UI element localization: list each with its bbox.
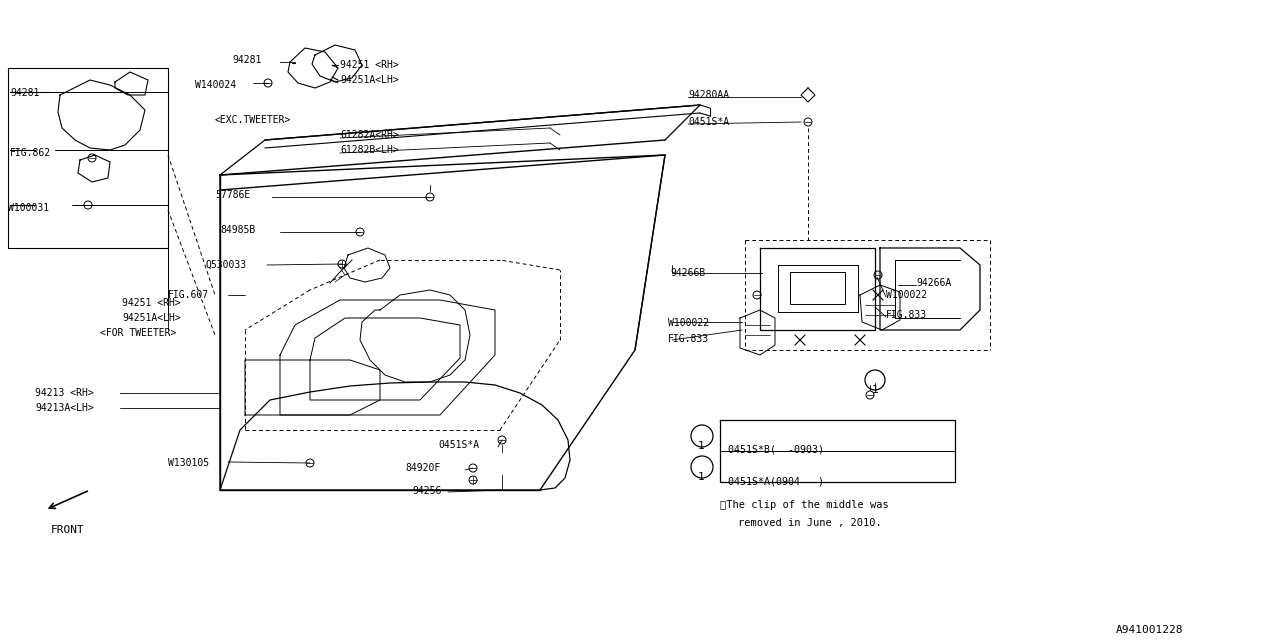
Text: 1: 1 — [698, 472, 705, 482]
Text: W130105: W130105 — [168, 458, 209, 468]
Text: 1: 1 — [872, 385, 879, 395]
Text: 0451S*A: 0451S*A — [689, 117, 730, 127]
Text: Q530033: Q530033 — [205, 260, 246, 270]
Text: 94256: 94256 — [412, 486, 442, 496]
Text: 94266A: 94266A — [916, 278, 951, 288]
Text: W100022: W100022 — [668, 318, 709, 328]
Text: FIG.607: FIG.607 — [168, 290, 209, 300]
Text: 57786E: 57786E — [215, 190, 251, 200]
Text: 94251A<LH>: 94251A<LH> — [340, 75, 399, 85]
Text: 94251A<LH>: 94251A<LH> — [122, 313, 180, 323]
Text: removed in June , 2010.: removed in June , 2010. — [739, 518, 882, 528]
Text: 61282A<RH>: 61282A<RH> — [340, 130, 399, 140]
Text: 61282B<LH>: 61282B<LH> — [340, 145, 399, 155]
Text: 94213A<LH>: 94213A<LH> — [35, 403, 93, 413]
Text: 94266B: 94266B — [669, 268, 705, 278]
Text: 94251 <RH>: 94251 <RH> — [122, 298, 180, 308]
Text: 94251 <RH>: 94251 <RH> — [340, 60, 399, 70]
Text: <EXC.TWEETER>: <EXC.TWEETER> — [215, 115, 292, 125]
Text: FIG.833: FIG.833 — [886, 310, 927, 320]
Text: 84985B: 84985B — [220, 225, 255, 235]
Text: 94281: 94281 — [10, 88, 40, 98]
Text: FRONT: FRONT — [51, 525, 84, 535]
Text: 94280AA: 94280AA — [689, 90, 730, 100]
Text: 1: 1 — [698, 441, 705, 451]
Text: A941001228: A941001228 — [1116, 625, 1184, 635]
Text: 0451S*A(0904-  ): 0451S*A(0904- ) — [728, 476, 824, 486]
Text: W100031: W100031 — [8, 203, 49, 213]
Text: 84920F: 84920F — [404, 463, 440, 473]
Text: W140024: W140024 — [195, 80, 236, 90]
Text: W100022: W100022 — [886, 290, 927, 300]
Text: FIG.862: FIG.862 — [10, 148, 51, 158]
Text: 0451S*A: 0451S*A — [438, 440, 479, 450]
Bar — [790, 272, 845, 304]
Text: 94213 <RH>: 94213 <RH> — [35, 388, 93, 398]
Text: 94281: 94281 — [232, 55, 261, 65]
Text: ※The clip of the middle was: ※The clip of the middle was — [719, 500, 888, 510]
Text: 0451S*B(  -0903): 0451S*B( -0903) — [728, 444, 824, 454]
Text: <FOR TWEETER>: <FOR TWEETER> — [100, 328, 177, 338]
Text: FIG.833: FIG.833 — [668, 334, 709, 344]
